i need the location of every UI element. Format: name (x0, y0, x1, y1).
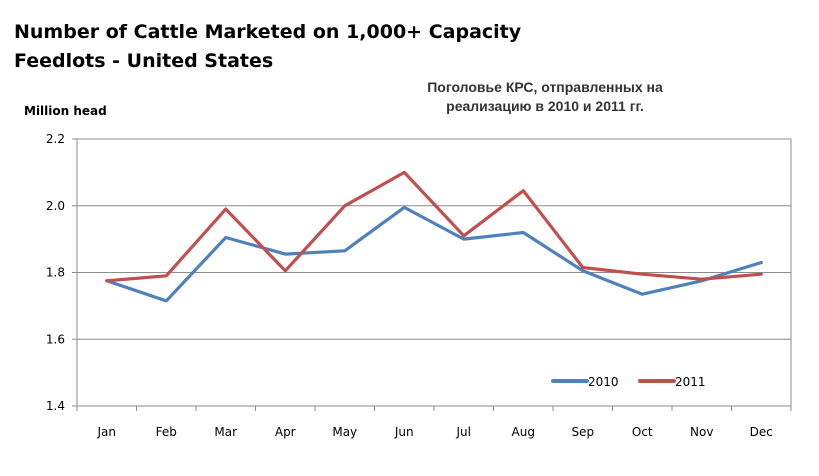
y-tick-label: 1.6 (46, 332, 65, 346)
chart-subtitle-line-2: реализацию в 2010 и 2011 гг. (446, 98, 644, 114)
x-tick-label-nov: Nov (690, 425, 713, 439)
x-tick-label-jun: Jun (394, 425, 414, 439)
legend: 2010 2011 (551, 375, 706, 389)
y-tick-label: 2.0 (46, 199, 65, 213)
y-tick-label: 2.2 (46, 132, 65, 146)
x-axis-ticks: Jan Feb Mar Apr May Jun Jul Aug Sep Oct Nov Dec (76, 406, 792, 439)
legend-label-2011: 2011 (675, 375, 706, 389)
series-line-2011 (105, 170, 763, 283)
chart-subtitle: Поголовье КРС, отправленных на реализаци… (380, 78, 710, 116)
y-axis-ticks: 1.4 1.6 1.8 2.0 2.2 (46, 132, 77, 413)
x-tick-label-apr: Apr (275, 425, 296, 439)
x-tick-label-dec: Dec (750, 425, 773, 439)
y-tick-label: 1.4 (46, 399, 65, 413)
chart-subtitle-line-1: Поголовье КРС, отправленных на (427, 79, 663, 95)
x-tick-label-jul: Jul (456, 425, 471, 439)
x-tick-label-aug: Aug (512, 425, 535, 439)
x-tick-label-oct: Oct (632, 425, 653, 439)
chart-title-line-2: Feedlots - United States (14, 50, 274, 72)
y-axis-label: Million head (24, 104, 107, 118)
gridlines (77, 205, 791, 340)
x-tick-label-jan: Jan (97, 425, 117, 439)
chart-title: Number of Cattle Marketed on 1,000+ Capa… (14, 18, 521, 76)
y-tick-label: 1.8 (46, 266, 65, 280)
x-tick-label-mar: Mar (214, 425, 237, 439)
x-tick-label-feb: Feb (156, 425, 177, 439)
x-tick-label-sep: Sep (571, 425, 594, 439)
series-lines (105, 170, 763, 303)
legend-label-2010: 2010 (588, 375, 619, 389)
series-line-2010 (105, 205, 763, 303)
x-tick-label-may: May (332, 425, 357, 439)
chart-title-line-1: Number of Cattle Marketed on 1,000+ Capa… (14, 21, 522, 43)
